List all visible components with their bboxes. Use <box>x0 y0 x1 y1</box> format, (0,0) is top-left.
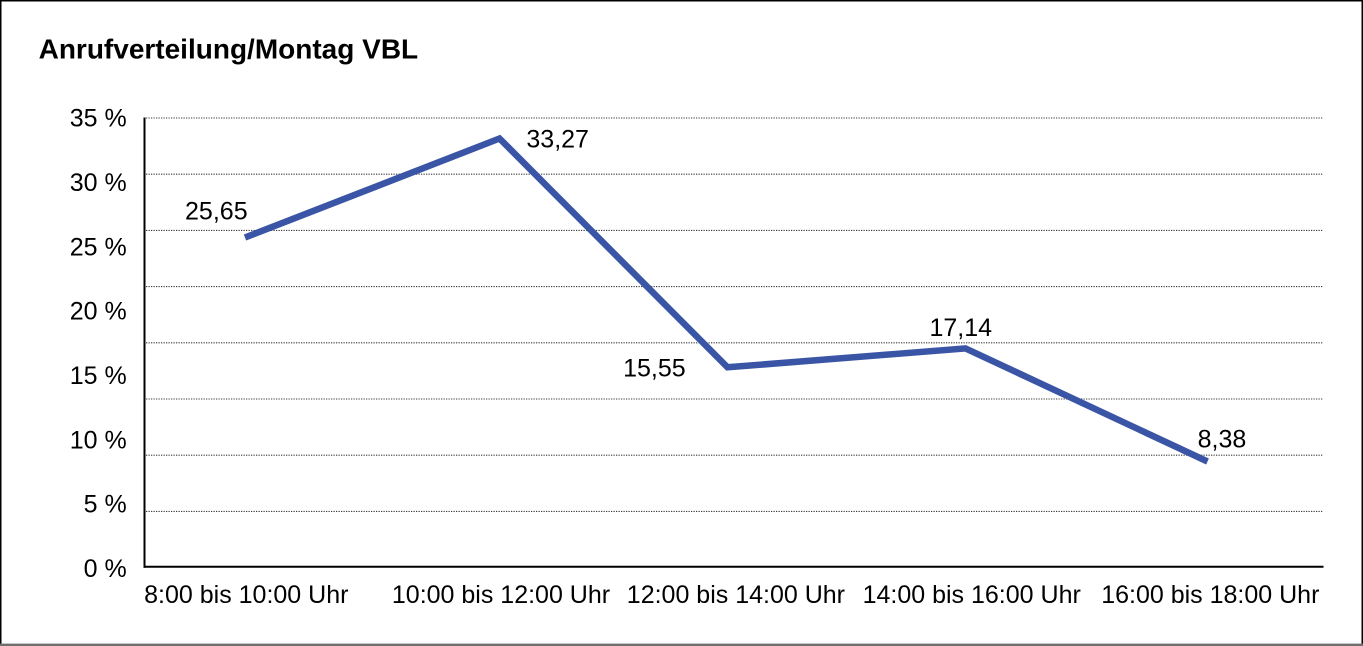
svg-text:25 %: 25 % <box>70 233 127 261</box>
svg-text:20 %: 20 % <box>70 298 127 326</box>
svg-text:17,14: 17,14 <box>930 314 993 342</box>
svg-text:10:00 bis 12:00 Uhr: 10:00 bis 12:00 Uhr <box>392 581 610 609</box>
svg-text:25,65: 25,65 <box>185 198 248 226</box>
svg-text:33,27: 33,27 <box>526 125 589 153</box>
svg-text:15 %: 15 % <box>70 362 127 390</box>
svg-text:30 %: 30 % <box>70 169 127 197</box>
svg-text:35 %: 35 % <box>70 105 127 133</box>
svg-text:10 %: 10 % <box>70 426 127 454</box>
svg-text:16:00 bis 18:00 Uhr: 16:00 bis 18:00 Uhr <box>1101 581 1319 609</box>
svg-text:8,38: 8,38 <box>1198 425 1247 453</box>
svg-text:12:00 bis 14:00 Uhr: 12:00 bis 14:00 Uhr <box>627 581 845 609</box>
svg-text:15,55: 15,55 <box>623 354 686 382</box>
svg-text:0 %: 0 % <box>84 555 127 583</box>
svg-text:Anrufverteilung/Montag VBL: Anrufverteilung/Montag VBL <box>39 34 419 65</box>
svg-text:8:00 bis 10:00 Uhr: 8:00 bis 10:00 Uhr <box>144 581 348 609</box>
svg-text:14:00 bis 16:00 Uhr: 14:00 bis 16:00 Uhr <box>863 581 1081 609</box>
svg-text:5 %: 5 % <box>84 491 127 519</box>
